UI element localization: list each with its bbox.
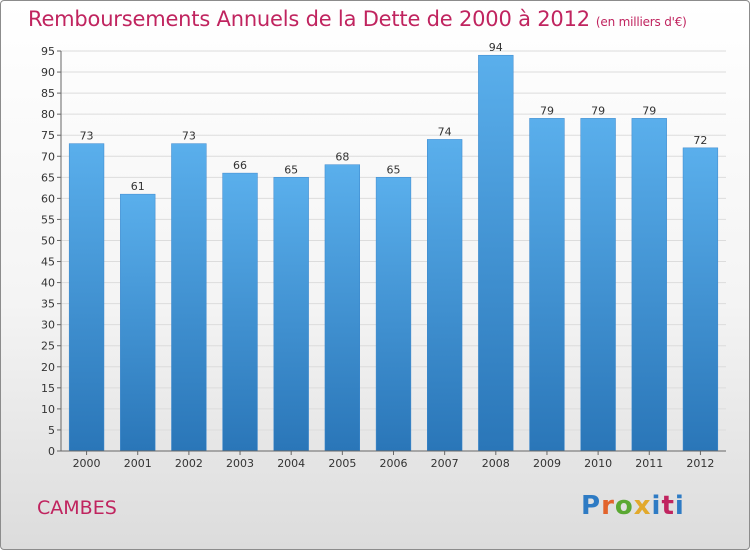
data-label-2010: 79 <box>591 104 605 117</box>
x-tick-label-2001: 2001 <box>124 457 152 470</box>
x-tick-label-2012: 2012 <box>686 457 714 470</box>
y-tick-label: 50 <box>41 234 55 247</box>
y-tick-label: 35 <box>41 298 55 311</box>
logo-letter: r <box>601 491 615 521</box>
bar-2002 <box>171 143 207 452</box>
bar-2011 <box>631 118 667 452</box>
bar-2003 <box>222 172 258 452</box>
chart-unit: (en milliers d'€) <box>595 15 687 29</box>
data-label-2007: 74 <box>438 125 452 138</box>
logo-letter: x <box>633 491 652 521</box>
x-tick-label-2003: 2003 <box>226 457 254 470</box>
x-tick-label-2010: 2010 <box>584 457 612 470</box>
y-tick-label: 20 <box>41 361 55 374</box>
place-name: CAMBES <box>37 497 117 519</box>
x-axis: 2000 2001 2002 2003 2004 2005 2006 2007 2008 2009… <box>61 450 726 470</box>
logo-letter: t <box>661 491 675 521</box>
y-tick-label: 60 <box>41 192 55 205</box>
data-label-2004: 65 <box>284 163 298 176</box>
bar-2009 <box>529 118 565 452</box>
bar-2004 <box>273 177 309 452</box>
data-label-2001: 61 <box>131 180 145 193</box>
x-tick-label-2007: 2007 <box>431 457 459 470</box>
y-tick-label: 70 <box>41 150 55 163</box>
x-tick-label-2008: 2008 <box>482 457 510 470</box>
data-label-2012: 72 <box>693 134 707 147</box>
data-label-2003: 66 <box>233 159 247 172</box>
data-label-2000: 73 <box>80 130 94 143</box>
logo-letter: i <box>674 491 685 521</box>
bar-2010 <box>580 118 616 452</box>
x-tick-label-2011: 2011 <box>635 457 663 470</box>
logo-letter: o <box>614 491 634 521</box>
y-tick-label: 80 <box>41 108 55 121</box>
y-tick-label: 40 <box>41 277 55 290</box>
x-tick-label-2006: 2006 <box>380 457 408 470</box>
y-tick-label: 55 <box>41 213 55 226</box>
y-tick-label: 45 <box>41 256 55 269</box>
logo-letter: i <box>651 491 662 521</box>
y-tick-label: 30 <box>41 319 55 332</box>
bar-2000 <box>68 143 105 452</box>
data-label-2009: 79 <box>540 104 554 117</box>
data-label-2008: 94 <box>489 41 503 54</box>
data-label-2002: 73 <box>182 130 196 143</box>
bars: 73 61 73 66 65 68 65 74 94 79 79 79 72 <box>68 41 719 452</box>
data-label-2006: 65 <box>387 163 401 176</box>
chart-title-text: Remboursements Annuels de la Dette de 20… <box>28 7 590 31</box>
proxiti-logo: Proxiti <box>581 491 685 521</box>
y-tick-label: 0 <box>48 445 55 458</box>
bar-2005 <box>324 164 360 452</box>
y-tick-label: 5 <box>48 424 55 437</box>
bar-2007 <box>427 139 463 452</box>
bar-2012 <box>682 147 719 452</box>
x-tick-label-2002: 2002 <box>175 457 203 470</box>
y-tick-label: 85 <box>41 87 55 100</box>
bar-2006 <box>375 177 412 452</box>
x-tick-label-2005: 2005 <box>328 457 356 470</box>
chart-title: Remboursements Annuels de la Dette de 20… <box>28 7 687 31</box>
data-label-2005: 68 <box>335 151 349 164</box>
y-tick-label: 65 <box>41 171 55 184</box>
y-tick-label: 90 <box>41 66 55 79</box>
y-tick-label: 75 <box>41 129 55 142</box>
logo-letter: P <box>581 491 602 521</box>
y-tick-label: 15 <box>41 382 55 395</box>
y-tick-label: 95 <box>41 45 55 58</box>
y-tick-label: 25 <box>41 340 55 353</box>
y-axis: 0 5 10 15 20 25 30 35 40 45 50 55 60 65 70 75 80 85 90 95 <box>41 45 62 458</box>
x-tick-label-2009: 2009 <box>533 457 561 470</box>
bar-2008 <box>478 54 514 452</box>
x-tick-label-2004: 2004 <box>277 457 305 470</box>
x-tick-label-2000: 2000 <box>73 457 101 470</box>
bar-2001 <box>120 193 156 452</box>
data-label-2011: 79 <box>642 104 656 117</box>
y-tick-label: 10 <box>41 403 55 416</box>
